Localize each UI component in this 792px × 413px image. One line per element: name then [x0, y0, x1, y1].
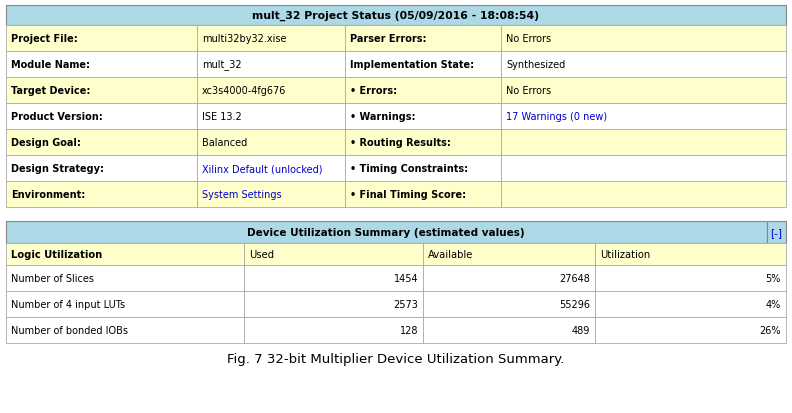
Text: Design Strategy:: Design Strategy:: [11, 164, 104, 173]
Text: Product Version:: Product Version:: [11, 112, 103, 122]
Bar: [345, 156, 501, 182]
Text: • Timing Constraints:: • Timing Constraints:: [350, 164, 468, 173]
Text: 27648: 27648: [559, 273, 590, 283]
Text: 1454: 1454: [394, 273, 418, 283]
Text: No Errors: No Errors: [506, 86, 551, 96]
Text: ISE 13.2: ISE 13.2: [202, 112, 242, 122]
Text: System Settings: System Settings: [202, 190, 282, 199]
Bar: [6, 182, 197, 207]
Text: 55296: 55296: [559, 299, 590, 309]
Text: multi32by32.xise: multi32by32.xise: [202, 34, 287, 44]
Bar: [6, 221, 767, 243]
Text: Logic Utilization: Logic Utilization: [11, 249, 102, 259]
Bar: [345, 104, 501, 130]
Text: 17 Warnings (0 new): 17 Warnings (0 new): [506, 112, 607, 122]
Bar: [501, 156, 786, 182]
Bar: [197, 156, 345, 182]
Text: Available: Available: [428, 249, 474, 259]
Bar: [595, 291, 786, 317]
Bar: [6, 156, 197, 182]
Bar: [244, 243, 423, 266]
Bar: [6, 6, 786, 26]
Bar: [197, 130, 345, 156]
Text: • Errors:: • Errors:: [350, 86, 398, 96]
Text: • Routing Results:: • Routing Results:: [350, 138, 451, 147]
Text: Number of bonded IOBs: Number of bonded IOBs: [11, 325, 128, 335]
Text: Design Goal:: Design Goal:: [11, 138, 81, 147]
Bar: [423, 317, 595, 343]
Text: No Errors: No Errors: [506, 34, 551, 44]
Bar: [501, 130, 786, 156]
Bar: [6, 291, 244, 317]
Bar: [244, 317, 423, 343]
Bar: [345, 26, 501, 52]
Bar: [767, 221, 786, 243]
Text: 26%: 26%: [760, 325, 781, 335]
Bar: [501, 104, 786, 130]
Text: Balanced: Balanced: [202, 138, 247, 147]
Text: xc3s4000-4fg676: xc3s4000-4fg676: [202, 86, 287, 96]
Bar: [501, 52, 786, 78]
Text: • Warnings:: • Warnings:: [350, 112, 416, 122]
Text: Target Device:: Target Device:: [11, 86, 90, 96]
Bar: [197, 26, 345, 52]
Text: Module Name:: Module Name:: [11, 60, 90, 70]
Bar: [6, 78, 197, 104]
Bar: [197, 104, 345, 130]
Bar: [6, 104, 197, 130]
Bar: [423, 243, 595, 266]
Bar: [197, 52, 345, 78]
Bar: [6, 266, 244, 291]
Text: Synthesized: Synthesized: [506, 60, 565, 70]
Text: Implementation State:: Implementation State:: [350, 60, 474, 70]
Text: Utilization: Utilization: [600, 249, 650, 259]
Bar: [595, 243, 786, 266]
Bar: [345, 130, 501, 156]
Text: Number of Slices: Number of Slices: [11, 273, 94, 283]
Bar: [345, 182, 501, 207]
Bar: [345, 78, 501, 104]
Text: Device Utilization Summary (estimated values): Device Utilization Summary (estimated va…: [247, 228, 525, 237]
Bar: [6, 243, 244, 266]
Text: mult_32: mult_32: [202, 59, 242, 70]
Text: Used: Used: [249, 249, 274, 259]
Bar: [345, 52, 501, 78]
Text: 489: 489: [572, 325, 590, 335]
Bar: [197, 182, 345, 207]
Text: [-]: [-]: [771, 228, 782, 237]
Text: mult_32 Project Status (05/09/2016 - 18:08:54): mult_32 Project Status (05/09/2016 - 18:…: [253, 11, 539, 21]
Bar: [423, 291, 595, 317]
Bar: [244, 266, 423, 291]
Bar: [595, 266, 786, 291]
Bar: [6, 26, 197, 52]
Bar: [423, 266, 595, 291]
Bar: [595, 317, 786, 343]
Text: Fig. 7 32-bit Multiplier Device Utilization Summary.: Fig. 7 32-bit Multiplier Device Utilizat…: [227, 353, 565, 366]
Bar: [197, 78, 345, 104]
Text: Environment:: Environment:: [11, 190, 86, 199]
Text: 2573: 2573: [394, 299, 418, 309]
Bar: [501, 78, 786, 104]
Bar: [6, 52, 197, 78]
Bar: [501, 182, 786, 207]
Text: Parser Errors:: Parser Errors:: [350, 34, 427, 44]
Text: Xilinx Default (unlocked): Xilinx Default (unlocked): [202, 164, 322, 173]
Text: Number of 4 input LUTs: Number of 4 input LUTs: [11, 299, 125, 309]
Bar: [6, 317, 244, 343]
Bar: [501, 26, 786, 52]
Text: • Final Timing Score:: • Final Timing Score:: [350, 190, 466, 199]
Text: Project File:: Project File:: [11, 34, 78, 44]
Bar: [244, 291, 423, 317]
Bar: [6, 130, 197, 156]
Text: 128: 128: [400, 325, 418, 335]
Text: 4%: 4%: [766, 299, 781, 309]
Text: 5%: 5%: [766, 273, 781, 283]
